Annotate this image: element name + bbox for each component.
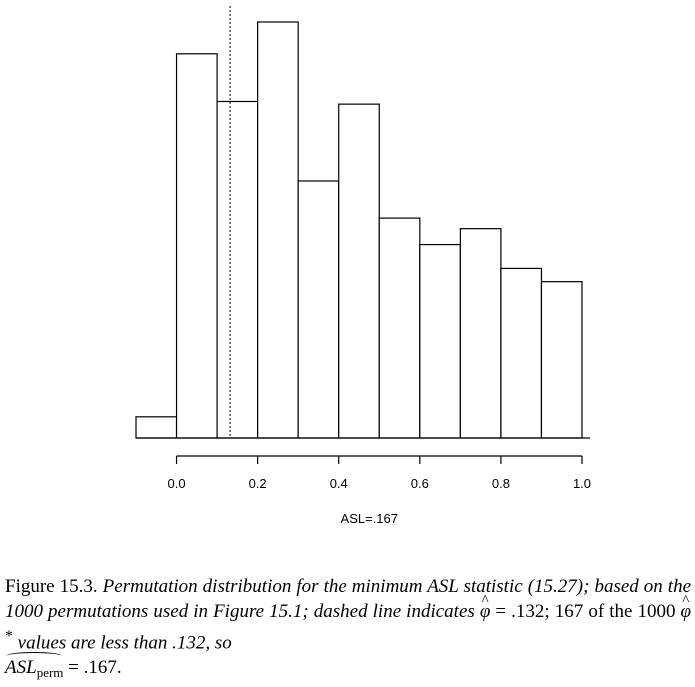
- histogram-bar-1: [175, 53, 218, 439]
- phi-hat-symbol: φ: [480, 599, 491, 624]
- caption-text-part3: values are less than .132, so: [17, 632, 232, 654]
- histogram-bar-10: [540, 281, 583, 439]
- phi-hat-star-symbol: φ: [681, 599, 692, 624]
- phi-hat-letter: φ: [479, 601, 491, 622]
- histogram-chart: 0.0 0.2 0.4 0.6 0.8 1.0 ASL=.167: [135, 6, 591, 526]
- histogram-bars: [135, 21, 583, 439]
- caption-text-part2: = .132; 167 of the 1000: [495, 601, 676, 622]
- x-axis-label: ASL=.167: [341, 511, 398, 526]
- star-superscript: *: [5, 628, 13, 645]
- caption-text-part1: Permutation distribution for the minimum…: [5, 576, 692, 622]
- histogram-bar-4: [297, 180, 340, 439]
- asl-letters: ASL: [5, 657, 37, 679]
- figure-number: Figure 15.3.: [5, 576, 98, 597]
- caption-text-part4: = .167.: [68, 657, 122, 679]
- x-tick-label: 1.0: [573, 476, 591, 491]
- figure-caption: Figure 15.3. Permutation distribution fo…: [5, 574, 691, 685]
- histogram-bar-9: [500, 267, 543, 439]
- histogram-bar-2: [216, 100, 259, 439]
- asl-hat-symbol: ASLperm: [5, 652, 64, 685]
- phi-hat-star-letter: φ: [680, 601, 692, 622]
- x-tick-label: 0.8: [492, 476, 510, 491]
- asl-subscript: perm: [36, 665, 64, 681]
- histogram-bar-7: [419, 243, 461, 439]
- histogram-bar-6: [378, 217, 421, 439]
- x-axis-ticks: 0.0 0.2 0.4 0.6 0.8 1.0: [168, 456, 591, 491]
- histogram-bar-5: [338, 103, 380, 439]
- x-tick-label: 0.4: [330, 476, 348, 491]
- x-tick-label: 0.6: [411, 476, 429, 491]
- x-tick-label: 0.0: [168, 476, 186, 491]
- x-axis: 0.0 0.2 0.4 0.6 0.8 1.0: [168, 455, 591, 491]
- histogram-bar-8: [459, 228, 502, 439]
- histogram-bar-3: [257, 21, 299, 439]
- x-tick-label: 0.2: [249, 476, 267, 491]
- histogram-bar-0: [135, 416, 178, 439]
